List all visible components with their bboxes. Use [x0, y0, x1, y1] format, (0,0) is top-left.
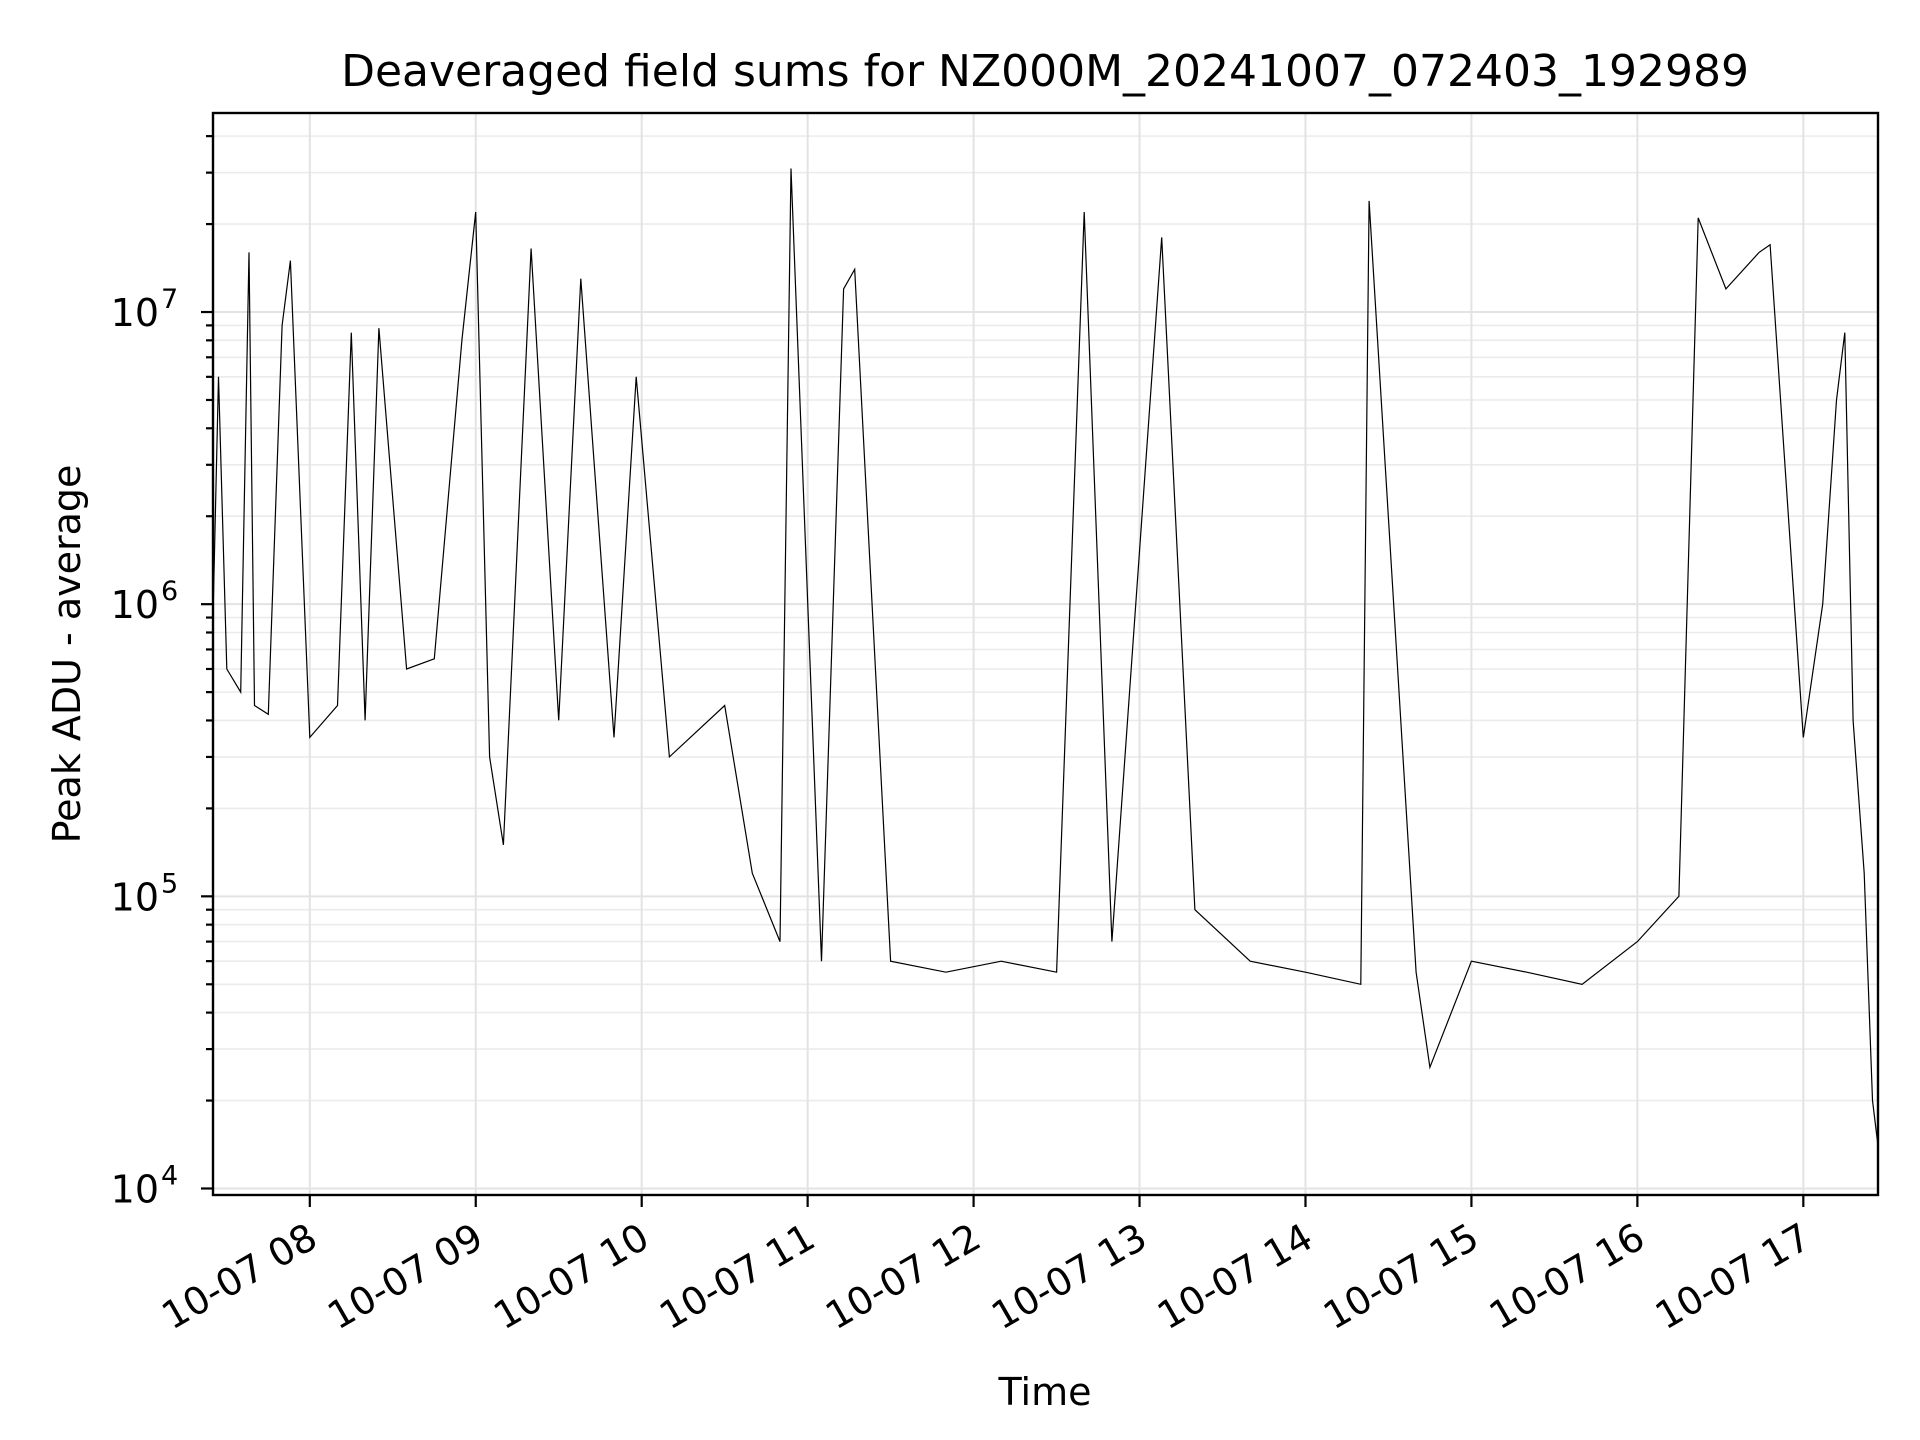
plot-frame	[211, 111, 1880, 1197]
x-tick-label: 10-07 16	[1482, 1215, 1652, 1339]
x-tick-label: 10-07 13	[984, 1215, 1154, 1339]
y-tick-exponent: 4	[161, 1160, 178, 1191]
x-tick-label: 10-07 12	[818, 1215, 988, 1339]
y-tick-exponent: 7	[161, 284, 178, 315]
x-tick-label: 10-07 10	[486, 1215, 656, 1339]
y-axis-label: Peak ADU - average	[45, 465, 89, 844]
y-tick-exponent: 6	[161, 576, 178, 607]
x-tick-label: 10-07 11	[652, 1215, 822, 1339]
x-tick-label: 10-07 17	[1648, 1215, 1818, 1339]
y-tick-exponent: 5	[161, 868, 178, 899]
y-tick-label: 10	[111, 875, 159, 919]
x-tick-label: 10-07 08	[154, 1215, 324, 1339]
x-tick-label: 10-07 09	[320, 1215, 490, 1339]
x-tick-label: 10-07 15	[1316, 1215, 1486, 1339]
chart-title: Deaveraged field sums for NZ000M_2024100…	[341, 46, 1749, 97]
series-line	[212, 168, 1879, 1146]
y-tick-label: 10	[111, 1167, 159, 1211]
data-series-layer	[212, 168, 1879, 1146]
y-tick-label: 10	[111, 583, 159, 627]
x-axis-label: Time	[998, 1370, 1092, 1414]
grid	[213, 113, 1878, 1195]
y-tick-label: 10	[111, 291, 159, 335]
x-tick-label: 10-07 14	[1150, 1215, 1320, 1339]
